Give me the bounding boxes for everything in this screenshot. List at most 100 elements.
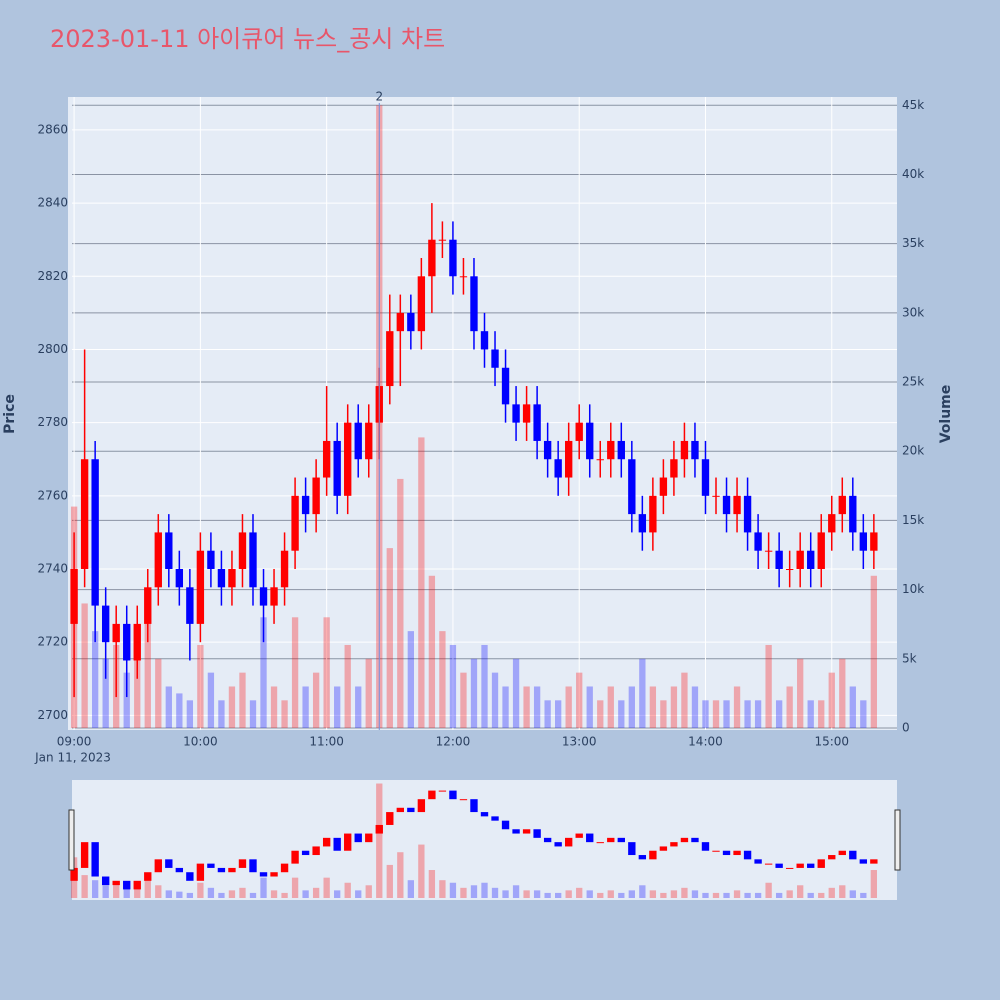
slider-candle [459, 799, 468, 801]
slider-volume [428, 870, 436, 898]
slider-volume [660, 892, 667, 898]
volume-bar [249, 700, 257, 728]
slider-volume [670, 890, 678, 898]
slider-candle [659, 846, 668, 851]
x-tick-label: 15:00 [814, 735, 849, 749]
volume-bar [91, 631, 99, 728]
volume-bar [302, 686, 309, 728]
slider-candle [375, 824, 383, 834]
y-tick-label: 2780 [37, 415, 68, 429]
slider-volume [481, 882, 488, 898]
candle-body [417, 276, 426, 332]
slider-candle [354, 833, 362, 843]
volume-bar [228, 686, 236, 728]
slider-volume [386, 864, 393, 898]
slider-volume [281, 892, 288, 898]
candle-body [596, 459, 604, 461]
slider-volume [312, 887, 320, 898]
candle-body [754, 532, 762, 551]
slider-candle [501, 820, 510, 830]
slider-candle [807, 863, 815, 868]
slider-volume [533, 890, 541, 898]
y2-axis-title: Volume [938, 385, 954, 444]
candle-body [217, 569, 226, 588]
candle-body [743, 495, 752, 533]
volume-bar [597, 700, 604, 728]
volume-bar [439, 631, 446, 728]
candle-body [186, 587, 194, 624]
candle-body [807, 550, 815, 570]
slider-volume [418, 844, 425, 898]
slider-candle [596, 842, 604, 844]
slider-candle [396, 807, 404, 813]
candle-body [565, 440, 573, 478]
x-tick-label: 12:00 [436, 735, 471, 749]
slider-candle [238, 859, 247, 868]
candle-body [522, 404, 531, 423]
candle-body [722, 495, 731, 515]
slider-candle [628, 842, 636, 856]
volume-bar [460, 672, 467, 728]
slider-volume [218, 892, 225, 898]
slider-volume [344, 882, 351, 898]
candle-body [386, 331, 394, 387]
volume-bar [418, 437, 425, 728]
slider-candle [565, 837, 573, 847]
candle-body [554, 459, 562, 478]
slider-volume [91, 880, 99, 898]
x-tick-label: 14:00 [688, 735, 723, 749]
y2-tick-label: 35k [902, 236, 924, 250]
slider-volume [270, 890, 278, 898]
slider-volume [765, 882, 772, 898]
slider-candle [386, 812, 394, 825]
volume-bar [470, 658, 478, 728]
candle-body [691, 440, 699, 460]
candle-body [659, 477, 668, 496]
slider-candle [712, 850, 720, 852]
volume-bar [312, 672, 320, 728]
volume-bar [586, 686, 593, 728]
slider-candle [101, 876, 110, 886]
plot-area [68, 97, 897, 730]
slider-candle [859, 859, 868, 864]
candle-body [101, 605, 110, 643]
slider-handle[interactable] [68, 809, 75, 871]
volume-bar [428, 575, 436, 728]
candle-body [165, 532, 173, 570]
candle-body [270, 587, 278, 606]
volume-bar [165, 686, 172, 728]
y2-tick-label: 15k [902, 513, 924, 527]
candle-body [365, 422, 373, 460]
slider-candle [123, 880, 131, 890]
slider-volume [807, 892, 814, 898]
slider-candle [617, 837, 625, 843]
candle-body [628, 459, 636, 515]
slider-candle [491, 816, 499, 821]
candle-body [501, 367, 510, 405]
slider-handle[interactable] [894, 809, 901, 871]
volume-bar [449, 644, 457, 728]
candle-body [459, 276, 468, 278]
candle-body [301, 495, 310, 515]
volume-bar [481, 644, 488, 728]
volume-bar [555, 700, 562, 728]
x-tick-label: 09:00 [57, 735, 92, 749]
slider-volume [197, 882, 204, 898]
candle-body [228, 569, 236, 588]
volume-bar [102, 658, 109, 728]
chart-title: 2023-01-11 아이큐어 뉴스_공시 차트 [50, 25, 445, 53]
slider-candle [680, 837, 689, 843]
y2-tick-label: 20k [902, 444, 924, 458]
slider-candle [133, 880, 141, 890]
rangeslider[interactable] [72, 780, 897, 900]
candle-body [849, 495, 857, 533]
slider-volume [544, 892, 551, 898]
candle-body [249, 532, 257, 588]
volume-bar [176, 693, 183, 728]
y-tick-label: 2860 [37, 122, 68, 136]
candle-body [333, 440, 341, 496]
candle-body [207, 550, 215, 570]
candle-body [154, 532, 162, 588]
slider-volume [712, 892, 720, 898]
